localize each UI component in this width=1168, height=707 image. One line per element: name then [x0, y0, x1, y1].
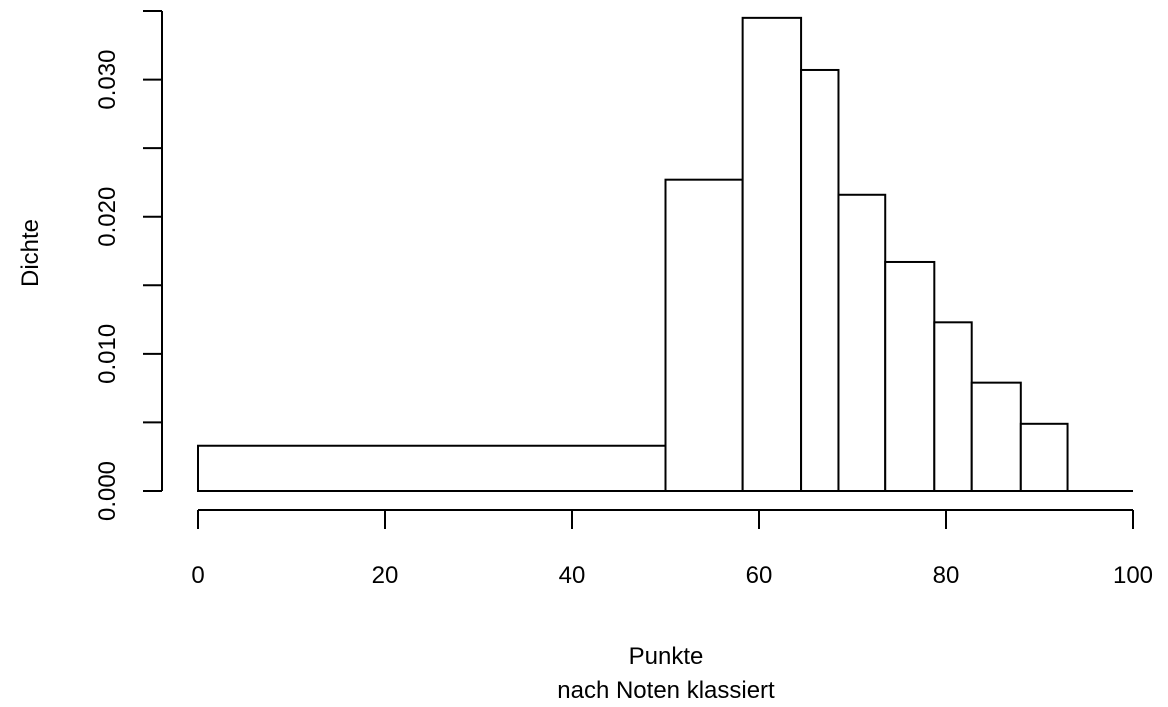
- y-axis-title: Dichte: [17, 219, 44, 287]
- x-tick-label-4: 80: [933, 562, 960, 589]
- x-tick-label-3: 60: [746, 562, 773, 589]
- x-tick-label-2: 40: [559, 562, 586, 589]
- histogram-bar-1: [664, 178, 744, 493]
- y-tick-label-0: 0.000: [94, 461, 121, 521]
- x-tick-label-5: 100: [1113, 562, 1153, 589]
- y-tick-label-4: 0.020: [94, 187, 121, 247]
- histogram-bar-4: [837, 193, 887, 492]
- histogram-bar-7: [970, 381, 1022, 492]
- histogram-bar-0: [197, 444, 667, 492]
- histogram-bar-3: [800, 68, 840, 492]
- histogram-bar-6: [933, 321, 973, 493]
- histogram-bars: [197, 16, 1133, 493]
- x-axis: 0 20 40 60 80 100: [191, 509, 1153, 589]
- y-axis: 0.000 0.010 0.020 0.030: [94, 10, 163, 521]
- x-axis-subtitle: nach Noten klassiert: [557, 677, 775, 704]
- x-tick-label-0: 0: [191, 562, 204, 589]
- y-tick-label-2: 0.010: [94, 324, 121, 384]
- x-axis-title: Punkte: [629, 643, 704, 670]
- histogram-bar-5: [884, 260, 936, 492]
- y-tick-label-6: 0.030: [94, 50, 121, 110]
- x-tick-label-1: 20: [372, 562, 399, 589]
- histogram-bar-8: [1019, 422, 1069, 492]
- histogram-bar-2: [741, 16, 803, 492]
